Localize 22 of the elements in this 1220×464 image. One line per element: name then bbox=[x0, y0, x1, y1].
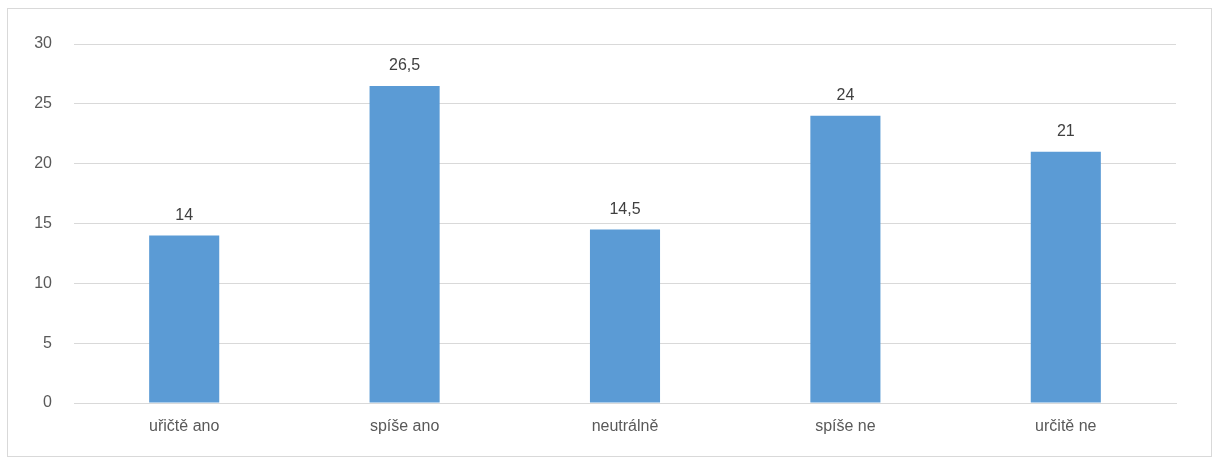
data-label: 26,5 bbox=[389, 56, 421, 74]
y-tick-label: 20 bbox=[34, 154, 53, 172]
y-tick-label: 10 bbox=[34, 273, 53, 291]
bar bbox=[1030, 151, 1101, 403]
data-label: 24 bbox=[836, 86, 855, 104]
data-label: 14,5 bbox=[609, 199, 641, 217]
x-tick-label: určitě ne bbox=[1035, 417, 1097, 435]
y-tick-label: 0 bbox=[43, 393, 53, 411]
x-tick-label: spíše ne bbox=[815, 417, 876, 435]
y-tick-label: 30 bbox=[34, 34, 53, 52]
bar bbox=[369, 85, 440, 403]
y-tick-label: 5 bbox=[43, 333, 53, 351]
bar bbox=[149, 235, 220, 403]
data-label: 21 bbox=[1056, 122, 1075, 140]
x-tick-label: uřičtě ano bbox=[149, 417, 220, 435]
y-tick-label: 25 bbox=[34, 94, 53, 112]
bar bbox=[589, 229, 661, 403]
x-tick-label: spíše ano bbox=[369, 417, 440, 435]
bar bbox=[810, 115, 881, 403]
x-tick-label: neutrálně bbox=[591, 417, 659, 435]
y-tick-label: 15 bbox=[34, 213, 53, 231]
data-label: 14 bbox=[175, 205, 194, 223]
